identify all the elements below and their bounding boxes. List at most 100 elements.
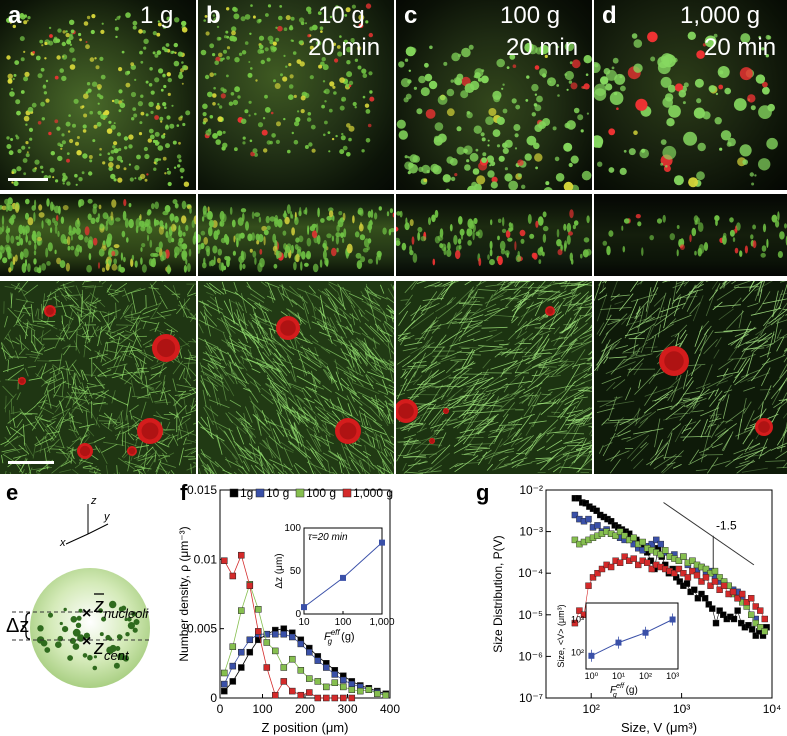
droplet [407,156,410,159]
fiber [672,282,687,289]
droplet [31,102,37,108]
fiber [430,464,442,472]
fiber [709,413,722,417]
droplet [174,215,179,223]
droplet [154,77,160,83]
fiber [377,398,393,413]
fiber [342,312,352,328]
droplet [612,57,619,64]
data-point [630,534,637,541]
droplet [249,32,252,35]
fiber [35,466,50,472]
fiber [110,340,120,345]
side-droplets-b [198,204,394,273]
side-view-b [198,194,394,276]
droplet [449,158,458,166]
fiber [364,444,371,472]
fiber [311,447,329,462]
droplet [99,56,104,62]
fiber [371,396,384,418]
droplet [97,93,101,98]
fiber [248,443,263,456]
droplet [232,99,239,106]
droplet [258,216,262,223]
fiber [60,367,74,372]
droplet [88,171,93,176]
droplet [509,54,516,60]
droplet [439,243,444,249]
fiber [390,392,394,396]
fiber [612,379,626,390]
fiber [110,325,129,334]
droplet [45,79,49,83]
fiber [766,333,787,349]
droplet [491,176,498,183]
fiber [113,422,124,429]
fiber [449,463,458,470]
fiber [429,423,444,429]
fiber [458,372,483,388]
fiber [432,355,450,357]
fiber [287,345,304,354]
data-point [680,553,687,560]
fiber [12,417,16,428]
droplet [490,219,493,226]
fiber [139,306,147,313]
droplet [152,51,156,55]
fiber [456,288,473,305]
droplet [106,215,110,222]
fiber [364,287,373,305]
fiber [627,317,653,325]
fiber [74,407,91,413]
fiber [705,445,714,450]
droplet [154,201,159,210]
fiber [10,292,12,304]
scale-bar [8,178,48,181]
droplet [724,87,731,95]
fiber [388,390,394,395]
droplet [57,28,62,33]
fiber [524,341,545,362]
droplet [254,112,257,116]
droplet [557,249,563,256]
fiber [32,444,36,459]
data-point [365,686,373,693]
plot-frame [545,489,773,699]
fiber [476,452,495,462]
droplet [85,41,88,43]
fiber [24,368,29,377]
fiber [328,283,337,292]
fiber [192,338,196,343]
droplet [739,144,752,157]
fiber [446,311,463,325]
data-point [280,625,288,632]
fiber [472,291,478,300]
fiber [396,378,408,400]
droplet [118,147,122,152]
fiber [632,335,637,354]
fiber [241,327,260,349]
fiber [558,342,583,348]
droplet [309,26,314,31]
fiber [311,315,335,328]
fiber [640,442,647,449]
droplet [272,233,277,243]
fiber [66,367,70,389]
fiber [754,281,773,292]
fiber [397,320,416,340]
fiber [417,382,436,386]
fiber [681,399,692,406]
droplet [295,117,301,123]
data-point [743,599,750,606]
fiber [639,410,657,424]
fiber [419,470,442,474]
fiber [522,322,541,327]
fiber [7,359,9,372]
fiber [28,377,43,381]
fiber [531,333,550,360]
droplet [357,65,362,70]
fiber [524,433,546,456]
fiber [586,373,592,376]
fiber [201,464,210,470]
fiber [328,400,343,411]
